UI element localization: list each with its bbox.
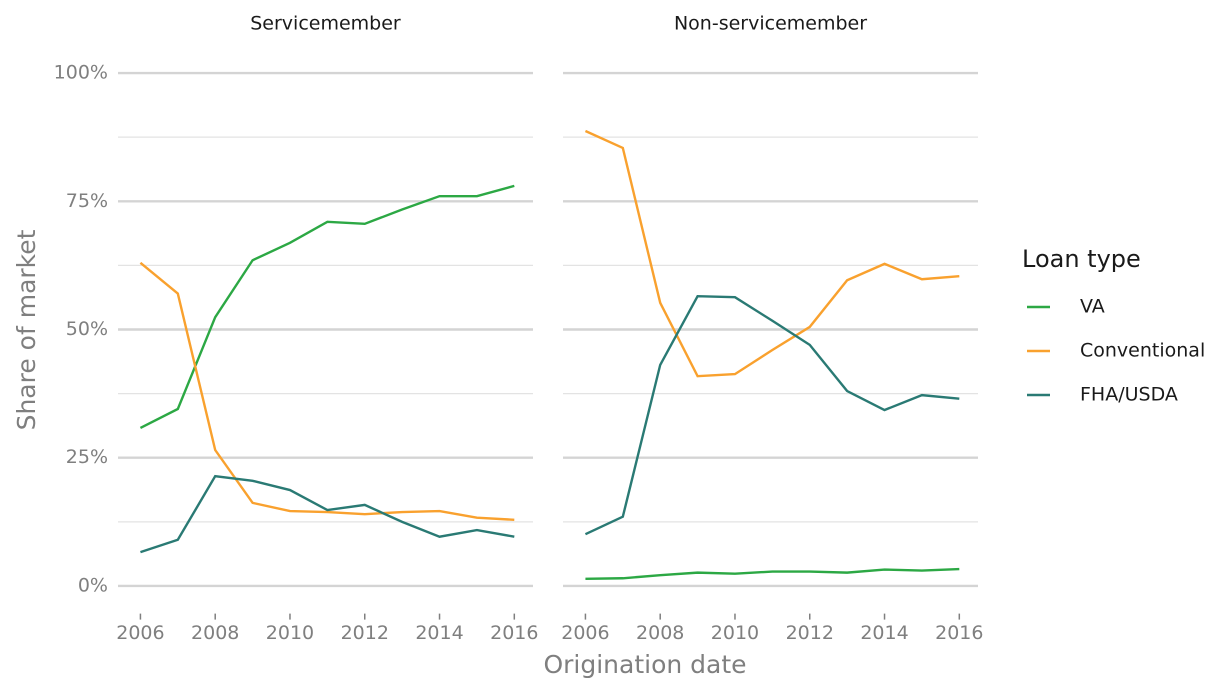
y-tick-label: 75% bbox=[66, 190, 108, 212]
y-tick-label: 0% bbox=[78, 574, 108, 596]
x-tick-label: 2010 bbox=[266, 622, 314, 644]
facet-title: Servicemember bbox=[250, 13, 401, 35]
legend-label: VA bbox=[1080, 296, 1105, 318]
legend-label: FHA/USDA bbox=[1080, 384, 1178, 406]
x-tick-label: 2016 bbox=[490, 622, 538, 644]
series-line bbox=[584, 294, 960, 536]
x-tick-label: 2012 bbox=[786, 622, 834, 644]
series-line bbox=[139, 261, 515, 521]
x-tick-label: 2006 bbox=[116, 622, 164, 644]
facet-title: Non-servicemember bbox=[674, 13, 867, 35]
series-line bbox=[584, 129, 960, 378]
series-line bbox=[585, 567, 960, 580]
x-tick-label: 2014 bbox=[415, 622, 463, 644]
x-tick-label: 2006 bbox=[561, 622, 609, 644]
y-axis-title: Share of market bbox=[12, 229, 41, 430]
series-line bbox=[140, 474, 515, 554]
y-tick-label: 25% bbox=[66, 446, 108, 468]
x-axis-title: Origination date bbox=[543, 650, 746, 679]
series-line bbox=[139, 184, 515, 430]
legend-title: Loan type bbox=[1022, 245, 1141, 273]
y-tick-label: 100% bbox=[54, 62, 108, 84]
x-tick-label: 2014 bbox=[860, 622, 908, 644]
x-tick-label: 2016 bbox=[935, 622, 983, 644]
legend-label: Conventional bbox=[1080, 340, 1205, 362]
y-tick-label: 50% bbox=[66, 318, 108, 340]
x-tick-label: 2012 bbox=[341, 622, 389, 644]
x-tick-label: 2008 bbox=[636, 622, 684, 644]
x-tick-label: 2008 bbox=[191, 622, 239, 644]
x-tick-label: 2010 bbox=[711, 622, 759, 644]
